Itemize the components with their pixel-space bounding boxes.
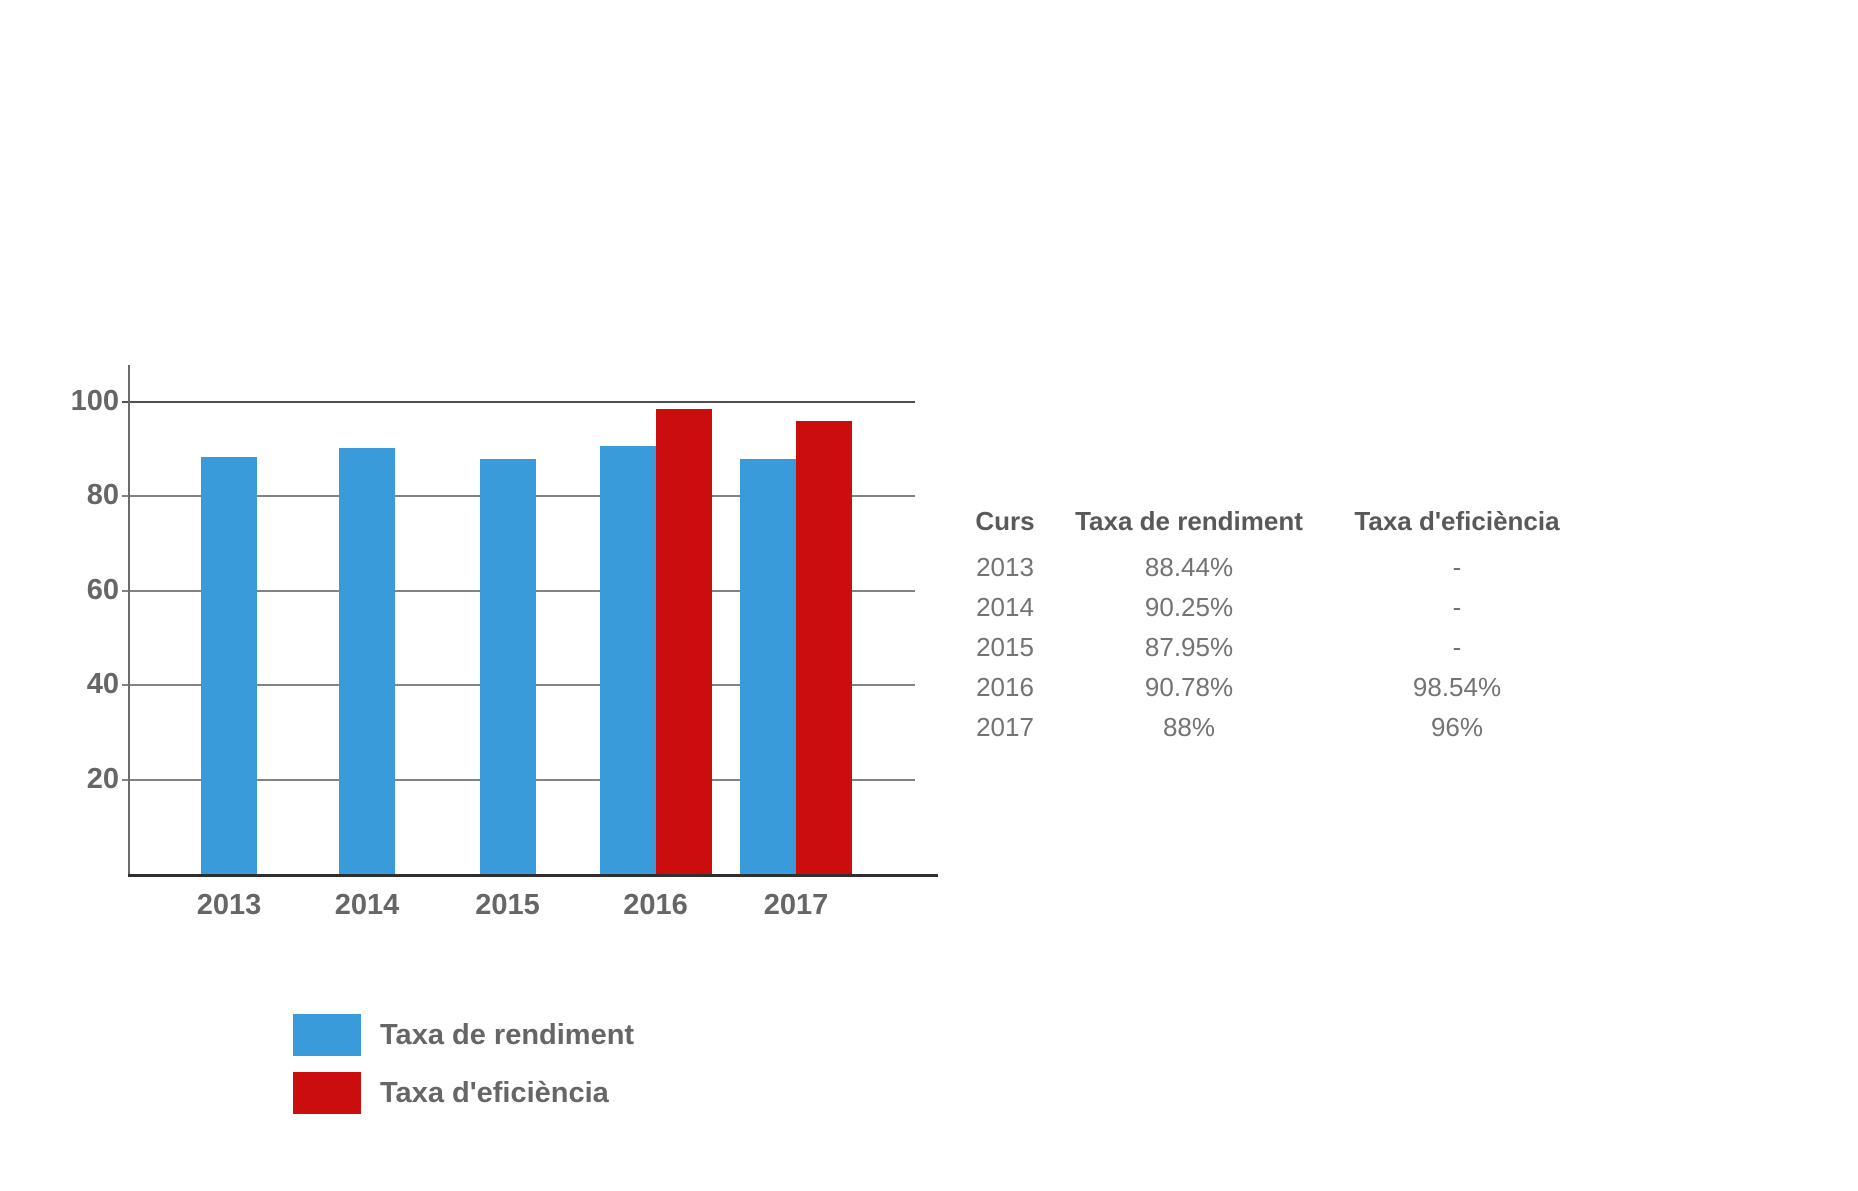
legend-label: Taxa de rendiment [380, 1019, 635, 1051]
y-axis-tick-label: 100 [70, 385, 119, 417]
table-cell: - [1452, 552, 1462, 582]
legend-swatch [293, 1072, 361, 1114]
bar-2015-rendiment [479, 458, 536, 874]
table-cell: 90.78% [1144, 672, 1234, 702]
legend-swatch [293, 1014, 361, 1056]
table-cell: 98.54% [1412, 672, 1502, 702]
gridline-100 [122, 401, 915, 403]
table-cell: - [1452, 632, 1462, 662]
table-header-cell: Curs [975, 506, 1035, 536]
table-cell: 2015 [976, 632, 1034, 662]
table-cell: 2014 [976, 592, 1034, 622]
x-axis-category-label: 2013 [196, 889, 262, 921]
table-cell: 88.44% [1144, 552, 1234, 582]
x-axis-category-label: 2016 [623, 889, 688, 921]
y-axis-tick-label: 40 [86, 668, 119, 701]
bar-2016-rendiment [599, 445, 656, 874]
table-cell: 96% [1430, 712, 1484, 742]
y-axis-tick-label: 80 [86, 479, 119, 512]
table-cell: 87.95% [1144, 632, 1234, 662]
x-axis-category-label: 2017 [763, 889, 829, 921]
y-axis-tick-label: 20 [86, 762, 119, 795]
bar-2016-eficiencia [655, 408, 712, 874]
table-cell: 90.25% [1144, 592, 1234, 622]
bar-2017-rendiment [740, 458, 796, 874]
bar-2017-eficiencia [796, 420, 852, 874]
table-cell: - [1452, 592, 1462, 622]
table-cell: 88% [1162, 712, 1216, 742]
x-axis-line [128, 874, 938, 877]
table-cell: 2016 [976, 672, 1034, 702]
x-axis-category-label: 2015 [475, 889, 540, 921]
table-header-cell: Taxa de rendiment [1075, 506, 1303, 536]
bar-2013-rendiment [201, 456, 257, 874]
table-cell: 2013 [976, 552, 1034, 582]
table-header-cell: Taxa d'eficiència [1354, 506, 1560, 536]
legend-label: Taxa d'eficiència [380, 1077, 609, 1109]
table-cell: 2017 [976, 712, 1034, 742]
x-axis-category-label: 2014 [334, 889, 400, 921]
y-axis-tick-label: 60 [86, 573, 119, 606]
y-axis-line [128, 365, 130, 877]
bar-2014-rendiment [339, 448, 395, 874]
